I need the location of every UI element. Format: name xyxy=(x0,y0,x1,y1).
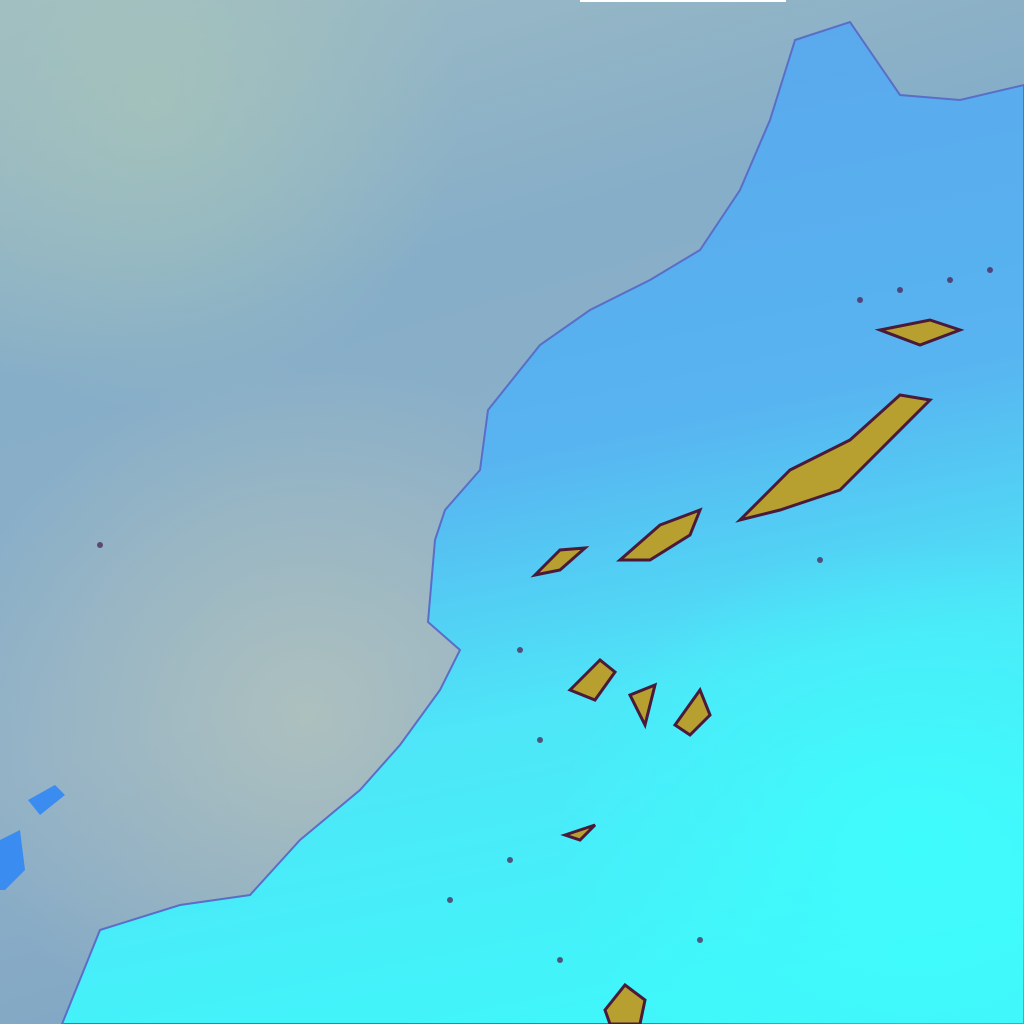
top-edge-bar xyxy=(580,0,786,2)
mountains xyxy=(530,318,965,1024)
southern-desert xyxy=(300,420,1024,1024)
islands xyxy=(0,785,65,890)
terrain-shadows xyxy=(97,267,993,963)
